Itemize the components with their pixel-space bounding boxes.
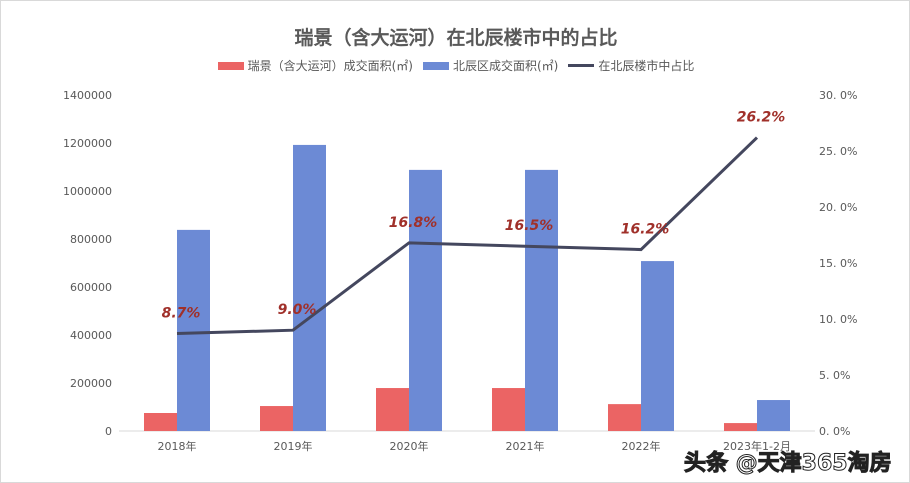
chart-title: 瑞景（含大运河）在北辰楼市中的占比	[294, 27, 618, 49]
data-label-share: 9.0%	[278, 302, 317, 318]
x-tick-label: 2021年	[506, 439, 545, 453]
x-tick-label: 2022年	[622, 439, 661, 453]
data-label-share: 16.8%	[389, 215, 438, 231]
left-tick-label: 0	[105, 425, 112, 438]
left-tick-label: 200000	[70, 377, 112, 390]
x-tick-label: 2020年	[390, 439, 429, 453]
watermark: 头条 @天津365淘房	[684, 451, 893, 477]
x-tick-label: 2023年1-2月	[723, 439, 791, 453]
bar-ruijing	[724, 423, 757, 431]
legend-item-beichen: 北辰区成交面积(㎡)	[422, 57, 558, 74]
bar-ruijing	[492, 388, 525, 431]
right-tick-label: 25. 0%	[819, 145, 857, 158]
bar-ruijing	[260, 406, 293, 431]
bar-ruijing	[608, 404, 641, 431]
legend-item-ruijing: 瑞景（含大运河）成交面积(㎡)	[217, 57, 413, 74]
legend-item-share: 在北辰楼市中占比	[568, 57, 694, 74]
x-tick-label: 2019年	[274, 439, 313, 453]
data-label-share: 16.2%	[621, 222, 670, 238]
right-tick-label: 0. 0%	[819, 425, 850, 438]
right-tick-label: 15. 0%	[819, 257, 857, 270]
right-tick-label: 10. 0%	[819, 313, 857, 326]
left-tick-label: 400000	[70, 329, 112, 342]
left-tick-label: 600000	[70, 281, 112, 294]
data-label-share: 8.7%	[162, 306, 201, 322]
data-label-share: 26.2%	[737, 110, 786, 126]
bar-beichen	[641, 261, 674, 431]
right-tick-label: 30. 0%	[819, 89, 857, 102]
data-label-share: 16.5%	[505, 218, 554, 234]
bar-beichen	[525, 169, 558, 431]
bar-beichen	[293, 144, 326, 432]
bar-ruijing	[376, 388, 409, 431]
left-tick-label: 1400000	[63, 89, 112, 102]
bar-beichen	[757, 400, 790, 431]
right-tick-label: 20. 0%	[819, 201, 857, 214]
left-tick-label: 800000	[70, 233, 112, 246]
left-tick-label: 1200000	[63, 137, 112, 150]
bar-ruijing	[144, 413, 177, 431]
bar-beichen	[409, 169, 442, 431]
x-tick-label: 2018年	[158, 439, 197, 453]
right-tick-label: 5. 0%	[819, 369, 850, 382]
legend: 瑞景（含大运河）成交面积(㎡) 北辰区成交面积(㎡) 在北辰楼市中占比	[1, 57, 909, 74]
bar-beichen	[177, 229, 210, 431]
left-tick-label: 1000000	[63, 185, 112, 198]
line-share	[176, 136, 759, 336]
